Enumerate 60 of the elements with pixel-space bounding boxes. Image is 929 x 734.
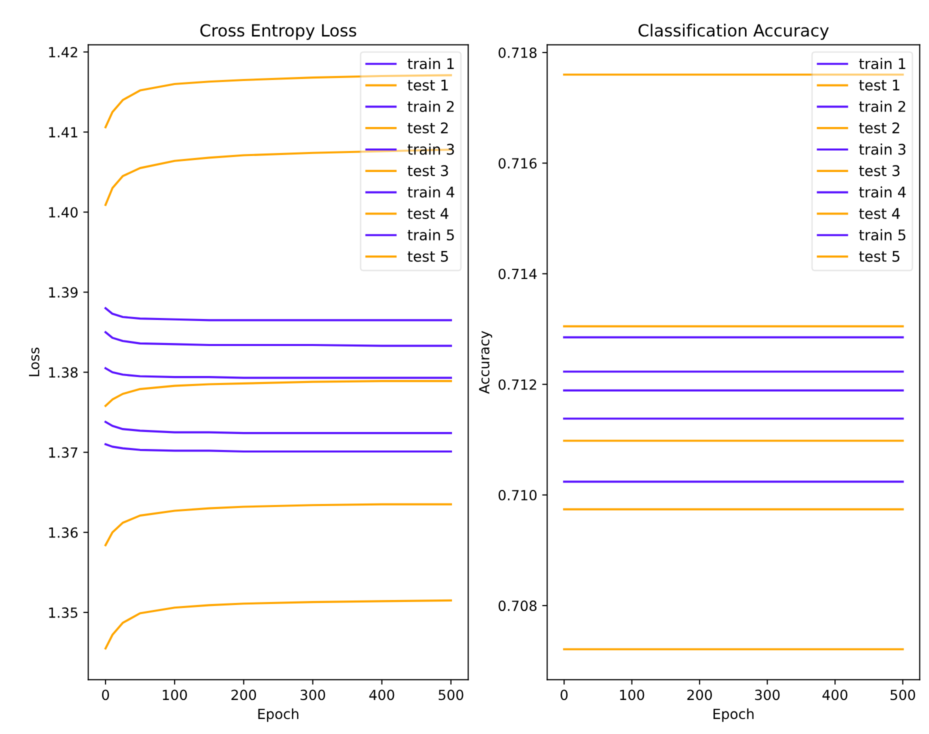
legend-label: test 5 xyxy=(859,251,900,262)
legend-label: test 1 xyxy=(859,80,900,91)
x-tick-label: 300 xyxy=(755,690,780,700)
line-series xyxy=(104,420,452,434)
legend-label: test 4 xyxy=(859,208,900,220)
legend-label: train 3 xyxy=(859,144,906,155)
x-axis-title: Epoch xyxy=(714,708,754,722)
line-series xyxy=(104,443,452,453)
line-series xyxy=(104,380,452,407)
legend-label: test 3 xyxy=(859,165,900,176)
y-tick-label: 1.39 xyxy=(49,287,78,298)
x-tick-label: 400 xyxy=(369,690,394,700)
legend-label: train 5 xyxy=(408,229,454,240)
legend-label: train 4 xyxy=(859,186,906,198)
x-tick-label: 0 xyxy=(560,690,568,700)
legend-label: train 1 xyxy=(859,58,906,70)
y-tick-label: 1.35 xyxy=(49,607,78,618)
y-tick-label: 0.714 xyxy=(498,268,537,280)
line-series xyxy=(104,367,452,379)
legend-label: train 1 xyxy=(408,58,454,70)
y-tick-label: 0.718 xyxy=(498,47,537,58)
x-axis-title: Epoch xyxy=(258,708,298,722)
legend-label: test 2 xyxy=(859,122,900,134)
y-tick-label: 1.36 xyxy=(49,527,78,538)
legend-label: test 4 xyxy=(408,208,448,220)
y-tick-label: 0.710 xyxy=(498,490,537,500)
y-tick-label: 0.708 xyxy=(498,600,537,612)
x-tick-label: 0 xyxy=(102,690,110,700)
line-series xyxy=(104,599,452,650)
y-tick-label: 1.42 xyxy=(49,46,78,58)
legend-label: train 2 xyxy=(408,100,454,112)
x-tick-label: 500 xyxy=(438,690,464,700)
line-series xyxy=(104,503,452,546)
legend-label: train 5 xyxy=(859,229,906,240)
y-tick-label: 1.38 xyxy=(49,367,78,378)
chart-title: Cross Entropy Loss xyxy=(200,24,356,40)
legend-label: test 5 xyxy=(408,251,448,262)
y-axis-title: Loss xyxy=(29,348,40,376)
x-tick-label: 300 xyxy=(300,690,326,700)
x-tick-label: 200 xyxy=(231,690,256,700)
x-tick-label: 500 xyxy=(890,690,916,700)
y-tick-label: 1.41 xyxy=(49,127,78,138)
y-tick-label: 0.712 xyxy=(498,379,536,390)
legend-label: train 4 xyxy=(408,186,454,198)
line-series xyxy=(104,331,452,347)
y-tick-label: 1.40 xyxy=(49,207,78,218)
x-tick-label: 400 xyxy=(822,690,848,700)
y-axis-title: Accuracy xyxy=(479,330,492,394)
chart-title: Classification Accuracy xyxy=(638,24,829,40)
y-tick-label: 0.716 xyxy=(498,158,537,169)
legend-label: test 1 xyxy=(408,80,448,91)
x-tick-label: 200 xyxy=(687,690,712,700)
legend-label: test 2 xyxy=(408,122,448,134)
legend-label: test 3 xyxy=(408,165,448,176)
y-tick-label: 1.37 xyxy=(49,447,78,458)
x-tick-label: 100 xyxy=(620,690,644,700)
legend-label: train 3 xyxy=(408,144,454,155)
x-tick-label: 100 xyxy=(162,690,187,700)
line-series xyxy=(104,307,452,322)
legend-label: train 2 xyxy=(859,100,906,112)
